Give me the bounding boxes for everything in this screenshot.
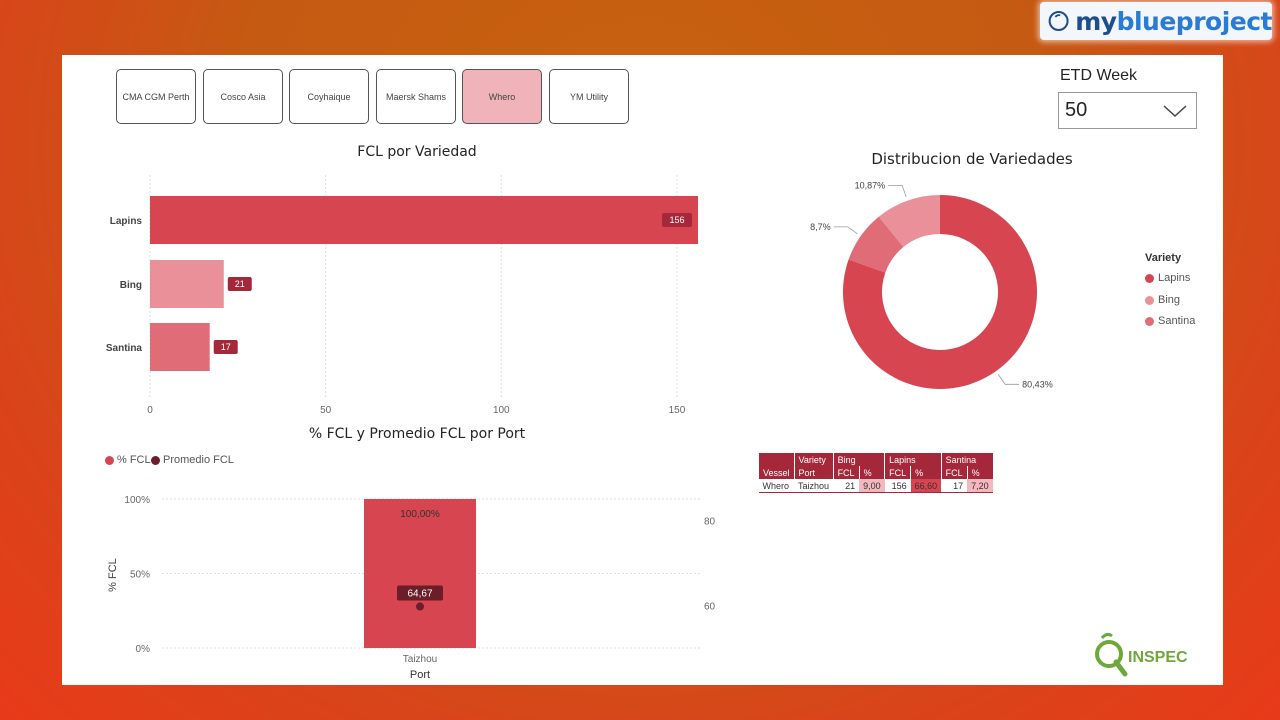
- donut-slice-lapins[interactable]: [843, 195, 1037, 389]
- donut-data-label: 10,87%: [855, 181, 886, 191]
- matrix-cell: 21: [833, 479, 860, 493]
- matrix-header-cell: Bing: [832, 453, 885, 466]
- brand-icon: [1048, 11, 1069, 31]
- slicer-maersk-shams[interactable]: Maersk Shams: [376, 69, 456, 124]
- x-tick-label: 100: [493, 405, 510, 416]
- matrix-header-cell: Vessel: [758, 466, 795, 479]
- leader-line: [997, 374, 1020, 385]
- category-label: Lapins: [110, 216, 143, 227]
- matrix-header-cell: %: [910, 466, 942, 479]
- matrix-cell: 7,20: [967, 479, 993, 493]
- y-tick-label: 100%: [124, 495, 150, 506]
- matrix-cell: 17: [941, 479, 968, 493]
- legend-dot-icon: [151, 455, 160, 465]
- data-label: 156: [669, 215, 684, 225]
- slicer-coyhaique[interactable]: Coyhaique: [289, 69, 369, 124]
- svg-text:INSPEC: INSPEC: [1128, 649, 1188, 666]
- matrix-header-cell: FCL: [940, 466, 968, 479]
- point-data-label: 64,67: [407, 589, 432, 600]
- x-tick-label: 50: [320, 405, 332, 416]
- y-tick-label: 50%: [130, 570, 150, 581]
- bar-taizhou[interactable]: [364, 499, 476, 648]
- inspec-logo: INSPEC: [1095, 632, 1188, 677]
- legend-dot-icon: [1145, 273, 1154, 283]
- point-label-bg: [397, 585, 443, 601]
- bar-santina[interactable]: [150, 323, 210, 371]
- category-label: Santina: [106, 343, 143, 354]
- matrix-header-cell: Santina: [940, 453, 993, 466]
- matrix-header-cell: [758, 453, 795, 466]
- chevron-down-icon: [1163, 104, 1187, 117]
- combo-chart-title: % FCL y Promedio FCL por Port: [308, 426, 526, 442]
- combo-legend-pct[interactable]: % FCL: [105, 454, 151, 466]
- donut-chart-title: Distribucion de Variedades: [871, 150, 1073, 168]
- avg-point[interactable]: [416, 602, 424, 611]
- category-label: Bing: [120, 280, 142, 291]
- donut-chart: 80,43% 10,87% 8,7%: [810, 181, 1053, 390]
- matrix-cell: 9,00: [859, 479, 885, 493]
- etd-week-dropdown[interactable]: 50: [1058, 92, 1197, 129]
- donut-data-label: 80,43%: [1022, 379, 1053, 389]
- etd-week-value: 50: [1065, 99, 1088, 121]
- legend-item-lapins[interactable]: Lapins: [1145, 272, 1190, 284]
- matrix-header-cell: %: [858, 466, 885, 479]
- etd-week-label: ETD Week: [1060, 67, 1138, 84]
- data-label-bg: [227, 277, 252, 291]
- slicer-ym-utility[interactable]: YM Utility: [549, 69, 629, 124]
- x-tick-label: 0: [147, 405, 153, 416]
- slicer-whero[interactable]: Whero: [462, 69, 542, 124]
- legend-item-santina[interactable]: Santina: [1145, 315, 1195, 327]
- y2-tick-label: 60: [704, 601, 716, 612]
- slicer-cosco-asia[interactable]: Cosco Asia: [203, 69, 283, 124]
- brand-logo: myblueproject: [1040, 2, 1273, 40]
- legend-item-bing[interactable]: Bing: [1145, 294, 1180, 306]
- matrix-header-cell: FCL: [832, 466, 860, 479]
- matrix-header-cell: Port: [793, 466, 834, 479]
- matrix-cell: 156: [884, 479, 911, 493]
- donut-slice-bing[interactable]: [878, 195, 940, 248]
- matrix-header-cell: %: [966, 466, 993, 479]
- y-axis-label: % FCL: [107, 558, 119, 592]
- leader-line: [888, 185, 907, 197]
- legend-dot-icon: [1145, 295, 1154, 305]
- vessel-matrix: Variety Bing Lapins Santina Vessel Port FCL% F…: [758, 453, 993, 493]
- bar-chart: 0 50 100 150 Lapins 156 Bing 21 Santina 17: [106, 175, 698, 416]
- matrix-cell: Taizhou: [794, 479, 834, 493]
- combo-legend-avg[interactable]: Promedio FCL: [151, 454, 234, 466]
- bar-data-label: 100,00%: [400, 509, 440, 520]
- matrix-header-cell: FCL: [884, 466, 911, 479]
- donut-data-label: 8,7%: [810, 222, 831, 232]
- legend-dot-icon: [105, 455, 114, 465]
- matrix-header-cell: Variety: [793, 453, 834, 466]
- slicer-cma-cgm-perth[interactable]: CMA CGM Perth: [116, 69, 196, 124]
- bar-bing[interactable]: [150, 260, 224, 308]
- y2-tick-label: 80: [704, 516, 716, 527]
- donut-slice-santina[interactable]: [848, 216, 904, 273]
- data-label-bg: [662, 213, 692, 227]
- data-label-bg: [213, 340, 238, 354]
- matrix-cell: 66,60: [910, 479, 942, 493]
- matrix-header-cell: Lapins: [884, 453, 942, 466]
- x-tick-label: Taizhou: [403, 654, 437, 665]
- data-label: 17: [221, 342, 231, 352]
- report-canvas: CMA CGM Perth Cosco Asia Coyhaique Maers…: [62, 55, 1223, 685]
- x-tick-label: 150: [669, 405, 686, 416]
- data-label: 21: [235, 279, 245, 289]
- y-tick-label: 0%: [136, 644, 151, 655]
- brand-text: myblueproject: [1075, 6, 1272, 36]
- matrix-cell: Whero: [758, 479, 795, 493]
- bar-chart-title: FCL por Variedad: [357, 144, 477, 160]
- legend-dot-icon: [1145, 316, 1154, 326]
- x-axis-label: Port: [410, 669, 430, 681]
- leader-line: [833, 226, 858, 235]
- donut-legend-title: Variety: [1145, 252, 1182, 264]
- bar-lapins[interactable]: [150, 196, 698, 244]
